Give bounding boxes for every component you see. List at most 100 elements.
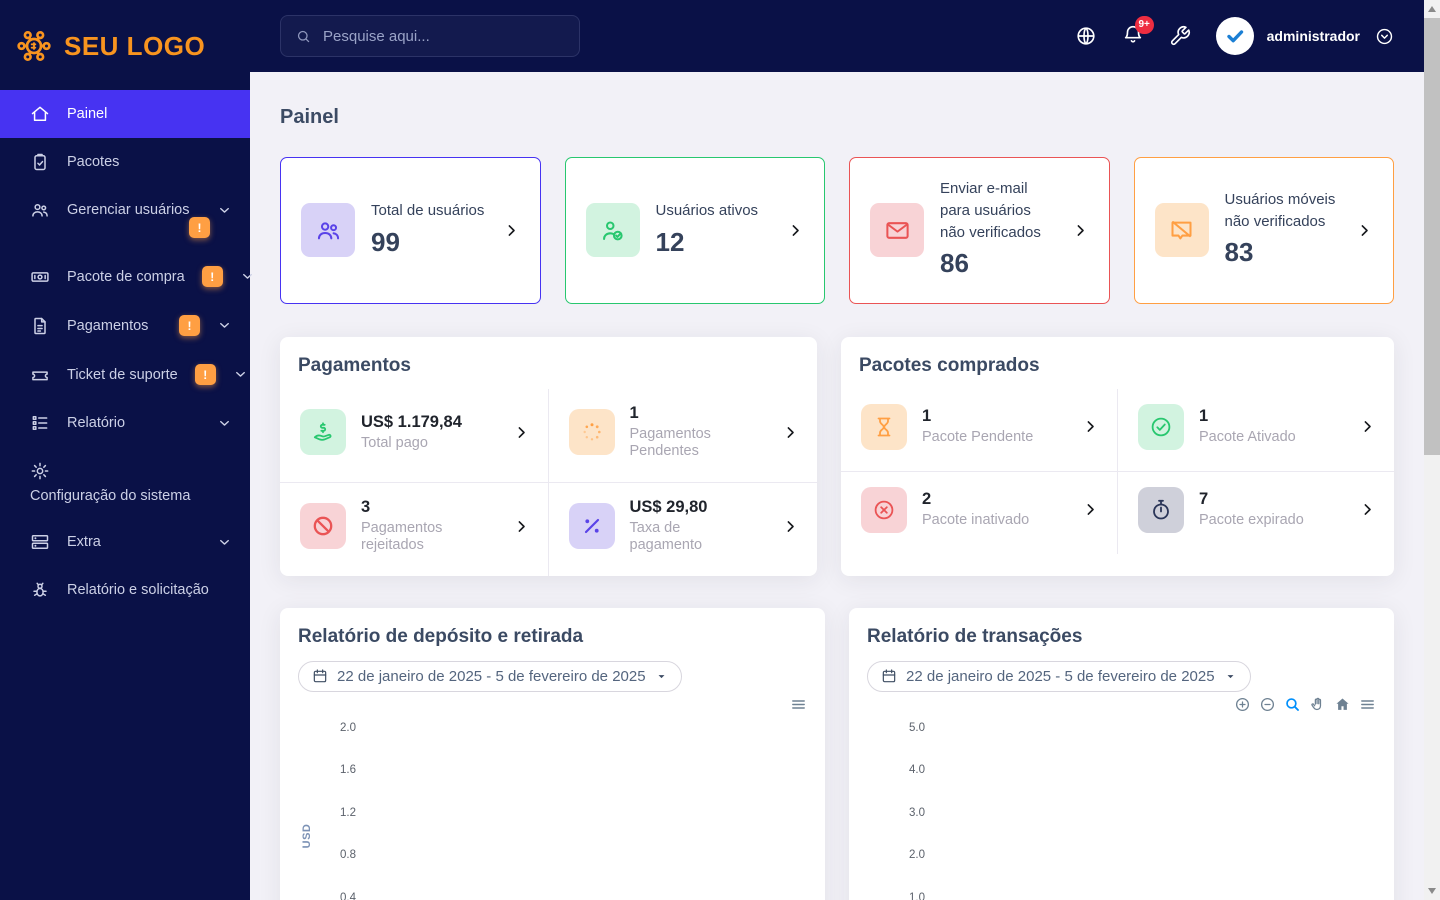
stat-card-usuarios-ativos[interactable]: Usuários ativos 12 <box>564 157 825 304</box>
notifications-button[interactable]: 9+ <box>1122 15 1154 50</box>
chevron-right-icon <box>513 424 530 441</box>
payments-pendentes[interactable]: 1 Pagamentos Pendentes <box>548 389 817 483</box>
sidebar-item-label: Pacotes <box>67 154 120 170</box>
payments-panel: Pagamentos US$ 1.179,84 Total pago 1 Pag… <box>280 336 818 576</box>
scroll-down-arrow[interactable] <box>1428 888 1436 894</box>
package-inativado[interactable]: 2 Pacote inativado <box>841 471 1118 554</box>
chart-title: Relatório de depósito e retirada <box>298 625 584 647</box>
package-pendente[interactable]: 1 Pacote Pendente <box>841 388 1118 472</box>
cell-label: Pacote expirado <box>1199 512 1304 529</box>
hourglass-icon <box>872 415 896 439</box>
sidebar-item-extra[interactable]: Extra <box>0 518 250 566</box>
page-title: Painel <box>280 106 339 128</box>
zoom-in-icon[interactable] <box>1234 696 1251 713</box>
logo[interactable]: SEU LOGO <box>0 0 250 90</box>
sidebar-item-pacote-de-compra[interactable]: Pacote de compra ! <box>0 252 250 301</box>
chevron-right-icon <box>787 222 804 239</box>
menu-icon[interactable] <box>1359 696 1376 713</box>
server-icon <box>30 532 50 552</box>
alert-badge: ! <box>179 315 200 336</box>
avatar[interactable] <box>1215 17 1254 55</box>
users-group-icon <box>315 217 342 244</box>
sidebar-item-relatorio-e-solicitacao[interactable]: Relatório e solicitação <box>0 566 250 614</box>
chevron-right-icon <box>1082 418 1099 435</box>
home-icon[interactable] <box>1334 696 1351 713</box>
stat-card-value: 12 <box>655 226 685 257</box>
date-range-picker[interactable]: 22 de janeiro de 2025 - 5 de fevereiro d… <box>867 660 1251 692</box>
globe-icon[interactable] <box>1075 25 1097 47</box>
menu-icon[interactable] <box>790 696 807 713</box>
date-range-text: 22 de janeiro de 2025 - 5 de fevereiro d… <box>337 667 646 685</box>
username[interactable]: administrador <box>1266 28 1360 44</box>
search-box[interactable] <box>280 15 580 57</box>
search-input[interactable] <box>323 27 565 45</box>
sidebar-item-pacotes[interactable]: Pacotes <box>0 138 250 186</box>
sidebar-item-pagamentos[interactable]: Pagamentos ! <box>0 301 250 350</box>
date-range-picker[interactable]: 22 de janeiro de 2025 - 5 de fevereiro d… <box>298 660 682 692</box>
sidebar-item-configuracao-do-sistema[interactable]: Configuração do sistema <box>0 447 250 518</box>
panel-title: Pagamentos <box>298 354 411 376</box>
packages-panel: Pacotes comprados 1 Pacote Pendente 1 Pa… <box>841 336 1394 576</box>
stat-card-moveis-nao-verificados[interactable]: Usuários móveis não verificados 83 <box>1133 157 1394 304</box>
sidebar-item-gerenciar-usuarios[interactable]: Gerenciar usuários ! <box>0 186 250 238</box>
mail-icon <box>884 217 911 244</box>
date-range-text: 22 de janeiro de 2025 - 5 de fevereiro d… <box>906 667 1215 685</box>
logo-text: SEU LOGO <box>64 30 206 61</box>
percent-icon <box>580 514 604 538</box>
check-logo-icon <box>1223 24 1247 48</box>
y-axis-label: USD <box>301 823 313 848</box>
cell-label: Pacote Ativado <box>1199 429 1296 446</box>
stat-card-email-nao-verificados[interactable]: Enviar e-mail para usuários não verifica… <box>849 157 1110 304</box>
stat-card-value: 83 <box>1224 237 1254 268</box>
message-slash-icon <box>1168 217 1195 244</box>
selection-zoom-icon[interactable] <box>1284 696 1301 713</box>
stat-card-title: Usuários ativos <box>655 201 759 219</box>
cell-value: 1 <box>1199 407 1209 426</box>
cell-value: 2 <box>922 490 932 509</box>
chart-toolbar <box>790 696 807 713</box>
sidebar-item-label: Ticket de suporte <box>67 366 178 383</box>
chevron-down-circle-icon[interactable] <box>1375 27 1394 46</box>
wrench-icon[interactable] <box>1169 25 1191 47</box>
vertical-scrollbar[interactable] <box>1424 0 1440 900</box>
pan-icon[interactable] <box>1309 696 1326 713</box>
payments-rejeitados[interactable]: 3 Pagamentos rejeitados <box>280 482 549 576</box>
chevron-down-icon <box>233 367 248 382</box>
clipboard-check-icon <box>30 152 50 172</box>
stat-card-total-usuarios[interactable]: Total de usuários 99 <box>280 157 541 304</box>
sidebar-item-relatorio[interactable]: Relatório <box>0 399 250 447</box>
cell-value: 1 <box>922 407 932 426</box>
sidebar-item-label: Relatório <box>67 415 126 431</box>
search-icon <box>295 28 312 45</box>
scroll-up-arrow[interactable] <box>1428 6 1436 12</box>
topbar: 9+ administrador <box>250 0 1424 72</box>
payments-taxa[interactable]: US$ 29,80 Taxa de pagamento <box>549 483 818 576</box>
charts-row: Relatório de depósito e retirada 22 de j… <box>280 607 1394 900</box>
package-ativado[interactable]: 1 Pacote Ativado <box>1118 389 1394 472</box>
check-circle-icon <box>1149 415 1173 439</box>
cell-label: Pagamentos rejeitados <box>361 519 443 554</box>
sidebar-item-ticket-de-suporte[interactable]: Ticket de suporte ! <box>0 350 250 399</box>
sidebar-item-label: Configuração do sistema <box>30 488 191 504</box>
alert-badge: ! <box>189 217 210 238</box>
package-expirado[interactable]: 7 Pacote expirado <box>1118 472 1394 554</box>
chart-plot-area[interactable]: 2.0 1.6 1.2 0.8 0.4 USD <box>301 721 356 900</box>
chevron-right-icon <box>782 518 799 535</box>
banknote-icon <box>30 267 50 287</box>
main-content: Painel Total de usuários 99 Usuários ati… <box>250 72 1424 900</box>
deposit-withdraw-chart-card: Relatório de depósito e retirada 22 de j… <box>280 607 825 900</box>
scrollbar-thumb[interactable] <box>1424 18 1440 455</box>
sidebar-item-label: Relatório e solicitação <box>67 582 209 598</box>
chevron-right-icon <box>782 424 799 441</box>
sidebar-item-label: Gerenciar usuários <box>67 202 190 218</box>
gear-icon <box>30 461 50 481</box>
caret-down-icon <box>655 670 668 683</box>
zoom-out-icon[interactable] <box>1259 696 1276 713</box>
sidebar-item-label: Extra <box>67 534 101 550</box>
x-circle-icon <box>872 498 896 522</box>
sidebar-item-painel[interactable]: Painel <box>0 90 250 138</box>
payments-total-pago[interactable]: US$ 1.179,84 Total pago <box>280 388 549 483</box>
chevron-down-icon <box>217 416 232 431</box>
hand-dollar-icon <box>311 420 335 444</box>
chart-plot-area[interactable]: 5.0 4.0 3.0 2.0 1.0 <box>909 721 925 900</box>
